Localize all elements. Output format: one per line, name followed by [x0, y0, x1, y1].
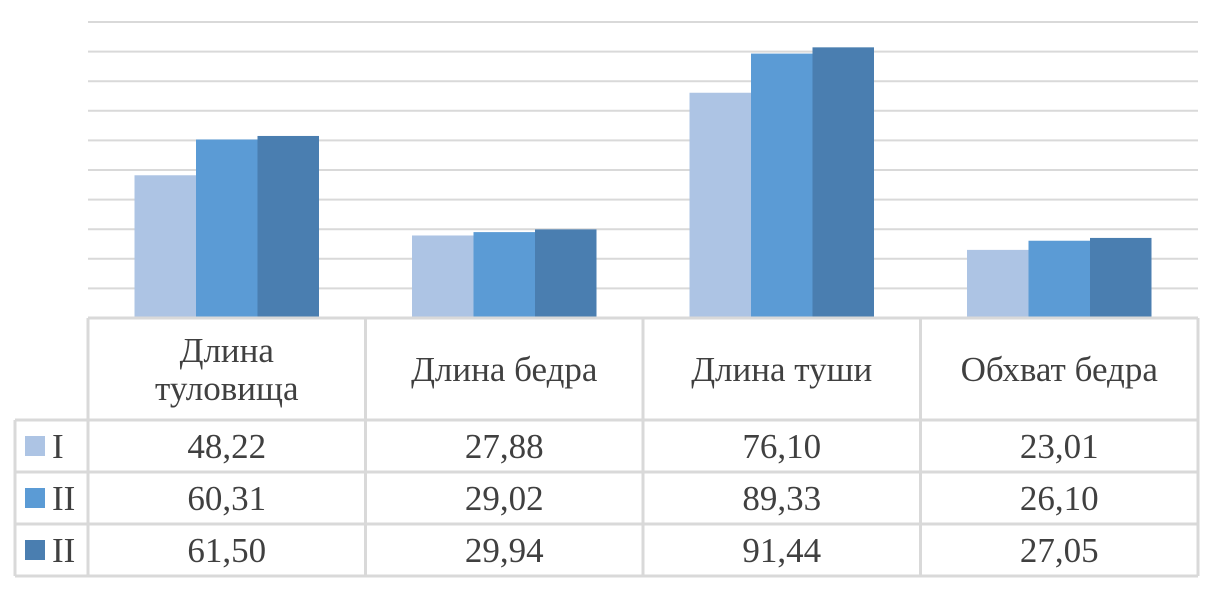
bar-1-2: [412, 235, 474, 318]
data-label: 27,05: [1020, 531, 1099, 570]
legend-key: [25, 488, 45, 508]
category-label: Длина бедра: [411, 350, 598, 389]
data-label: 76,10: [742, 427, 821, 466]
series-name: II: [52, 479, 75, 518]
bar-3-4: [1090, 237, 1152, 318]
legend-key: [25, 540, 45, 560]
data-label: 23,01: [1020, 427, 1099, 466]
bar-2-3: [751, 53, 813, 319]
legend-key: [25, 436, 45, 456]
category-label: Длина туши: [691, 350, 872, 389]
bar-2-4: [1028, 240, 1090, 318]
data-label: 27,88: [465, 427, 544, 466]
category-label: Длина: [180, 331, 275, 370]
data-label: 89,33: [742, 479, 821, 518]
bars: [134, 47, 1152, 319]
series-name: I: [52, 427, 64, 466]
data-label: 48,22: [187, 427, 266, 466]
bar-2-1: [196, 139, 258, 318]
data-label: 60,31: [187, 479, 266, 518]
bar-1-1: [134, 175, 196, 318]
data-label: 29,02: [465, 479, 544, 518]
bar-3-2: [535, 229, 597, 318]
data-label: 61,50: [187, 531, 266, 570]
data-label: 29,94: [465, 531, 544, 570]
data-label: 91,44: [742, 531, 821, 570]
bar-3-3: [812, 47, 874, 319]
bar-1-3: [689, 92, 751, 318]
data-label: 26,10: [1020, 479, 1099, 518]
series-name: II: [52, 531, 75, 570]
bar-3-1: [257, 135, 319, 318]
category-label: Обхват бедра: [961, 350, 1159, 389]
category-label: туловища: [155, 369, 299, 408]
bar-1-4: [967, 249, 1029, 318]
bar-2-2: [473, 232, 535, 318]
